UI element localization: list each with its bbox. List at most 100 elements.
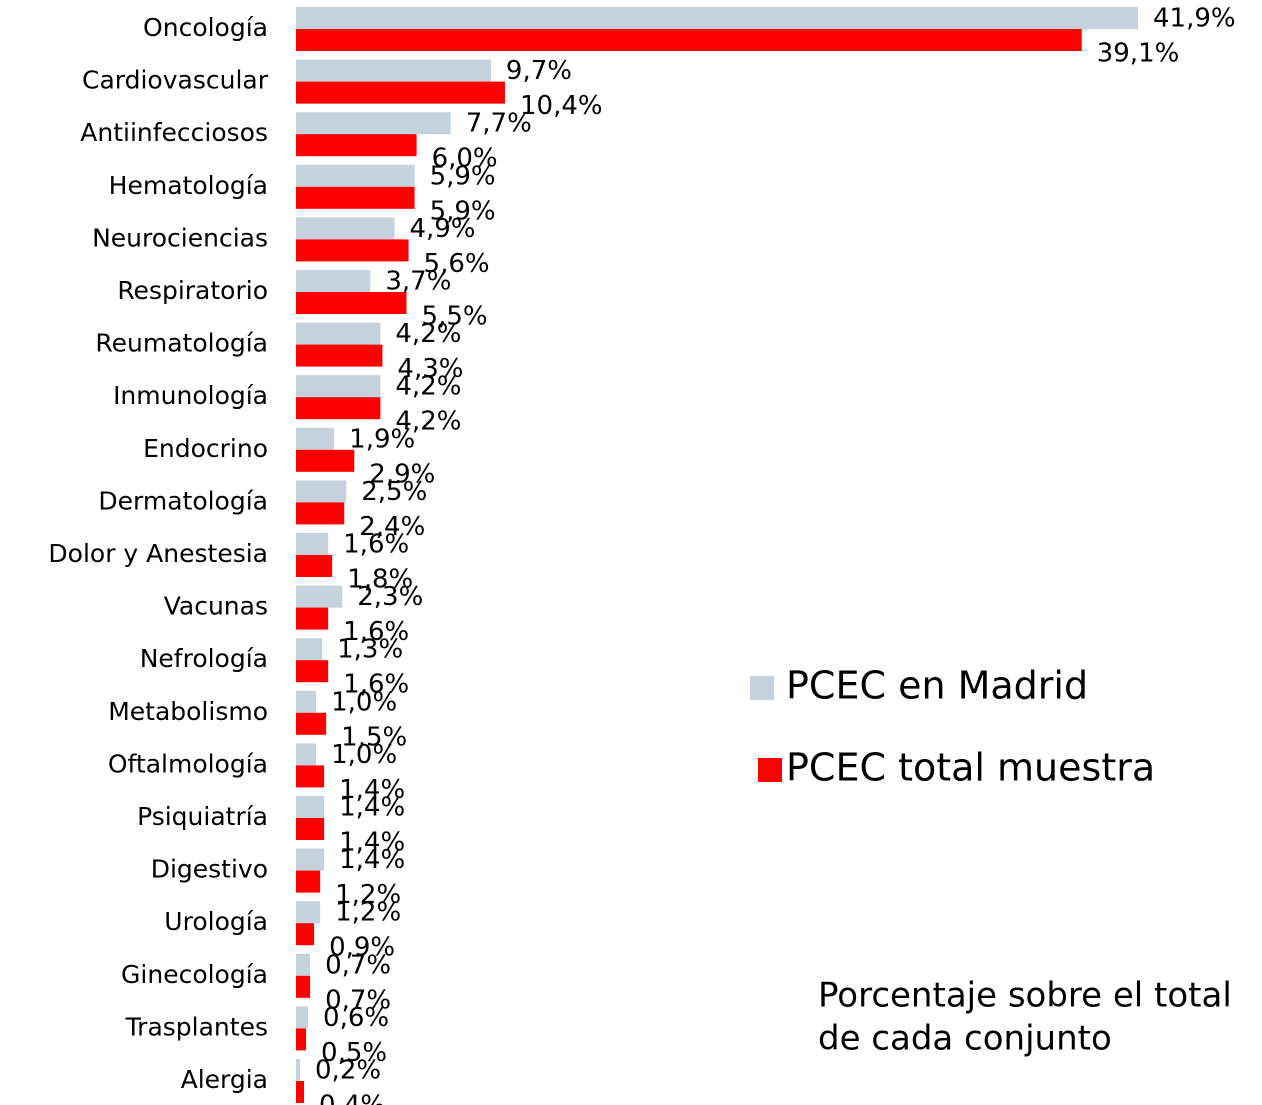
bar bbox=[296, 29, 1082, 51]
bar bbox=[296, 480, 347, 503]
value-label: 5,5% bbox=[422, 302, 488, 332]
category-label: Oncología bbox=[143, 13, 268, 42]
bar bbox=[296, 1081, 305, 1103]
bar bbox=[296, 7, 1138, 29]
category-label: Ginecología bbox=[121, 960, 268, 989]
bar bbox=[296, 397, 381, 420]
category-label: Respiratorio bbox=[117, 276, 268, 305]
value-label: 4,2% bbox=[395, 319, 461, 349]
bar bbox=[296, 1006, 309, 1029]
bar bbox=[296, 81, 505, 104]
category-label: Cardiovascular bbox=[82, 66, 269, 95]
category-label: Vacunas bbox=[164, 592, 268, 621]
bar bbox=[296, 743, 317, 766]
value-label: 1,4% bbox=[339, 828, 405, 858]
bar bbox=[296, 975, 311, 998]
value-label: 3,7% bbox=[385, 267, 451, 297]
category-label: Psiquiatría bbox=[137, 802, 268, 831]
value-label: 1,0% bbox=[331, 687, 397, 717]
bar bbox=[296, 375, 381, 398]
category-label: Reumatología bbox=[95, 329, 268, 358]
value-label: 2,9% bbox=[369, 459, 435, 489]
bar bbox=[296, 796, 325, 818]
value-label: 6,0% bbox=[432, 144, 498, 174]
value-label: 0,5% bbox=[321, 1038, 387, 1068]
annotation: de cada conjunto bbox=[818, 1019, 1112, 1059]
bar bbox=[296, 59, 491, 82]
bar bbox=[296, 449, 355, 472]
value-label: 1,5% bbox=[341, 722, 407, 752]
category-label: Dolor y Anestesia bbox=[48, 539, 268, 568]
bar bbox=[296, 818, 325, 840]
value-label: 0,7% bbox=[325, 950, 391, 980]
bar bbox=[296, 502, 345, 525]
value-label: 5,9% bbox=[430, 161, 496, 191]
value-label: 4,2% bbox=[395, 407, 461, 437]
category-label: Dermatología bbox=[98, 486, 268, 515]
bar bbox=[296, 638, 323, 661]
legend-label: PCEC total muestra bbox=[786, 746, 1155, 790]
bar bbox=[296, 427, 335, 450]
category-label: Digestivo bbox=[151, 855, 268, 884]
value-label: 1,0% bbox=[331, 740, 397, 770]
legend-label: PCEC en Madrid bbox=[786, 664, 1088, 708]
value-label: 1,4% bbox=[339, 775, 405, 805]
value-label: 1,2% bbox=[335, 898, 401, 928]
value-label: 4,9% bbox=[409, 214, 475, 244]
value-label: 1,6% bbox=[343, 670, 409, 700]
category-label: Oftalmología bbox=[108, 749, 268, 778]
value-label: 0,9% bbox=[329, 933, 395, 963]
value-label: 10,4% bbox=[520, 91, 603, 121]
value-label: 9,7% bbox=[506, 56, 572, 86]
category-label: Nefrología bbox=[140, 644, 268, 673]
value-label: 39,1% bbox=[1097, 39, 1180, 69]
value-label: 5,6% bbox=[424, 249, 490, 279]
value-label: 0,7% bbox=[325, 985, 391, 1015]
bar bbox=[296, 555, 333, 577]
bar bbox=[296, 953, 311, 976]
value-label: 7,7% bbox=[466, 109, 532, 139]
bar bbox=[296, 901, 321, 924]
bar bbox=[296, 270, 371, 292]
bar bbox=[296, 585, 343, 608]
bar bbox=[296, 690, 317, 713]
value-label: 4,3% bbox=[397, 354, 463, 384]
bar bbox=[296, 134, 417, 157]
value-label: 1,4% bbox=[339, 793, 405, 823]
value-label: 1,4% bbox=[339, 845, 405, 875]
category-label: Inmunología bbox=[113, 381, 268, 410]
bar bbox=[296, 186, 415, 209]
value-label: 1,6% bbox=[343, 530, 409, 560]
value-label: 0,4% bbox=[319, 1091, 385, 1105]
category-label: Endocrino bbox=[143, 434, 268, 463]
value-label: 2,3% bbox=[357, 582, 423, 612]
bar bbox=[296, 870, 321, 893]
bar bbox=[296, 322, 381, 345]
category-label: Neurociencias bbox=[92, 223, 268, 252]
bar bbox=[296, 607, 329, 630]
bar bbox=[296, 765, 325, 788]
bar bbox=[296, 923, 315, 946]
value-label: 1,3% bbox=[337, 635, 403, 665]
bar bbox=[296, 712, 327, 735]
bar bbox=[296, 1059, 301, 1081]
value-label: 4,2% bbox=[395, 372, 461, 402]
bar bbox=[296, 112, 451, 135]
value-label: 5,9% bbox=[430, 196, 496, 226]
bar bbox=[296, 292, 407, 314]
category-label: Antiinfecciosos bbox=[80, 118, 268, 147]
value-label: 1,2% bbox=[335, 880, 401, 910]
value-label: 1,6% bbox=[343, 617, 409, 647]
bar bbox=[296, 164, 415, 187]
value-label: 41,9% bbox=[1153, 4, 1236, 34]
category-label: Hematología bbox=[109, 171, 268, 200]
value-label: 2,4% bbox=[359, 512, 425, 542]
value-label: 2,5% bbox=[361, 477, 427, 507]
category-label: Metabolismo bbox=[108, 697, 268, 726]
bar bbox=[296, 660, 329, 683]
bar bbox=[296, 239, 409, 262]
bar bbox=[296, 344, 383, 367]
legend-swatch bbox=[750, 676, 774, 700]
value-label: 1,9% bbox=[349, 424, 415, 454]
